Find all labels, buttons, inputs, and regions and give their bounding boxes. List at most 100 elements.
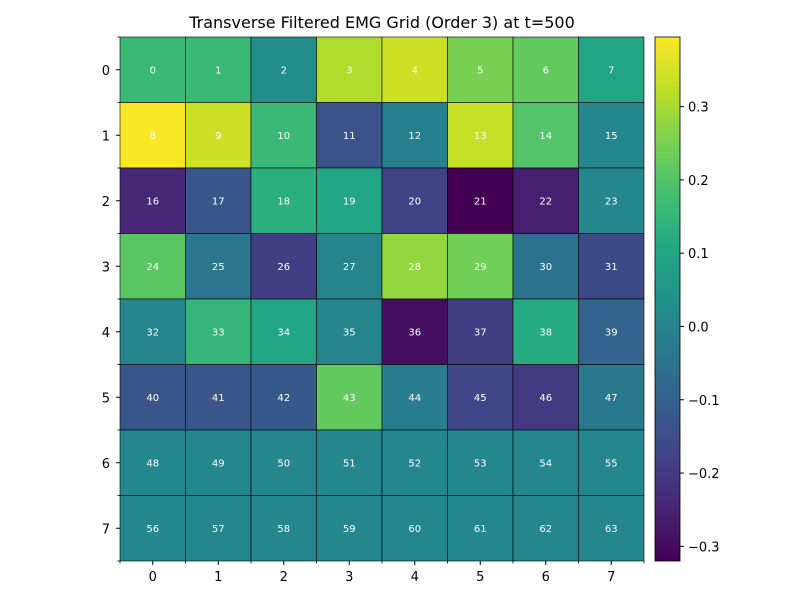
cell-label: 14 — [539, 131, 552, 142]
cell-label: 49 — [212, 458, 225, 469]
colorbar-tick-label: −0.3 — [688, 540, 720, 555]
colorbar-tick-label: 0.3 — [688, 101, 709, 116]
heatmap-cell — [578, 167, 645, 234]
cell-label: 48 — [146, 458, 159, 469]
cell-label: 17 — [212, 196, 225, 207]
heatmap-cell — [381, 298, 448, 365]
cell-label: 23 — [605, 196, 618, 207]
heatmap-cell — [578, 36, 645, 103]
x-tick-label: 7 — [607, 570, 615, 585]
colorbar: 0.3 0.2 0.1 0.0 −0.1 −0.2 −0.3 — [654, 36, 720, 562]
cell-label: 32 — [146, 327, 159, 338]
x-tick-label: 2 — [280, 570, 288, 585]
y-tick-label: 6 — [102, 457, 110, 472]
heatmap-cell — [250, 298, 317, 365]
heatmap-cell — [185, 429, 252, 496]
cell-label: 53 — [474, 458, 487, 469]
heatmap-cell — [250, 167, 317, 234]
heatmap-cell — [512, 429, 579, 496]
cell-label: 52 — [408, 458, 421, 469]
heatmap-cell — [250, 495, 317, 562]
cell-label: 20 — [408, 196, 421, 207]
cell-label: 45 — [474, 393, 487, 404]
heatmap-cell — [119, 233, 186, 300]
cell-label: 39 — [605, 327, 618, 338]
cell-label: 27 — [343, 262, 356, 273]
heatmap-cell — [381, 495, 448, 562]
y-tick-label: 0 — [102, 64, 110, 79]
heatmap-cell — [250, 364, 317, 431]
cell-label: 36 — [408, 327, 421, 338]
cell-label: 60 — [408, 524, 421, 535]
heatmap-cell — [185, 167, 252, 234]
heatmap-cell — [250, 36, 317, 103]
heatmap-cell — [381, 429, 448, 496]
x-tick-label: 1 — [214, 570, 222, 585]
heatmap-cell — [381, 102, 448, 169]
heatmap-cell — [185, 102, 252, 169]
heatmap-cell — [578, 102, 645, 169]
chart-title: Transverse Filtered EMG Grid (Order 3) a… — [188, 13, 575, 32]
heatmap-cell — [119, 429, 186, 496]
cell-label: 31 — [605, 262, 618, 273]
y-tick-label: 5 — [102, 391, 110, 406]
heatmap-cell — [381, 36, 448, 103]
cell-label: 44 — [408, 393, 421, 404]
x-tick-label: 0 — [149, 570, 157, 585]
y-tick-label: 3 — [102, 260, 110, 275]
cell-label: 54 — [539, 458, 552, 469]
cell-label: 3 — [346, 65, 352, 76]
heatmap-cell — [447, 364, 514, 431]
heatmap-cell — [512, 167, 579, 234]
x-tick-label: 6 — [542, 570, 550, 585]
colorbar-tick-label: 0.0 — [688, 320, 709, 335]
heatmap-cell — [381, 233, 448, 300]
heatmap-cell — [316, 298, 383, 365]
heatmap-cell — [381, 167, 448, 234]
cell-label: 25 — [212, 262, 225, 273]
cell-label: 19 — [343, 196, 356, 207]
cell-label: 5 — [477, 65, 483, 76]
colorbar-tick-label: 0.2 — [688, 174, 709, 189]
cell-label: 28 — [408, 262, 421, 273]
heatmap-cell — [512, 233, 579, 300]
heatmap-cell — [316, 36, 383, 103]
heatmap-cells — [119, 36, 645, 562]
cell-label: 6 — [543, 65, 549, 76]
cell-label: 11 — [343, 131, 356, 142]
heatmap-cell — [250, 233, 317, 300]
heatmap-cell — [381, 364, 448, 431]
colorbar-tick-label: −0.2 — [688, 467, 720, 482]
heatmap-cell — [512, 298, 579, 365]
heatmap-cell — [119, 167, 186, 234]
cell-label: 7 — [608, 65, 614, 76]
cell-label: 46 — [539, 393, 552, 404]
heatmap-cell — [512, 102, 579, 169]
heatmap-cell — [578, 429, 645, 496]
cell-label: 24 — [146, 262, 159, 273]
cell-label: 38 — [539, 327, 552, 338]
cell-label: 57 — [212, 524, 225, 535]
cell-label: 59 — [343, 524, 356, 535]
cell-label: 10 — [277, 131, 290, 142]
cell-label: 55 — [605, 458, 618, 469]
cell-label: 21 — [474, 196, 487, 207]
y-tick-label: 4 — [102, 326, 110, 341]
cell-label: 0 — [150, 65, 156, 76]
cell-label: 34 — [277, 327, 290, 338]
heatmap-cell — [316, 167, 383, 234]
cell-label: 37 — [474, 327, 487, 338]
cell-label: 9 — [215, 131, 221, 142]
cell-label: 16 — [146, 196, 159, 207]
heatmap-cell — [447, 298, 514, 365]
heatmap-cell — [578, 298, 645, 365]
cell-label: 56 — [146, 524, 159, 535]
colorbar-tick-label: 0.1 — [688, 247, 709, 262]
y-tick-label: 7 — [102, 522, 110, 537]
heatmap-cell — [250, 429, 317, 496]
cell-label: 15 — [605, 131, 618, 142]
heatmap-cell — [578, 495, 645, 562]
